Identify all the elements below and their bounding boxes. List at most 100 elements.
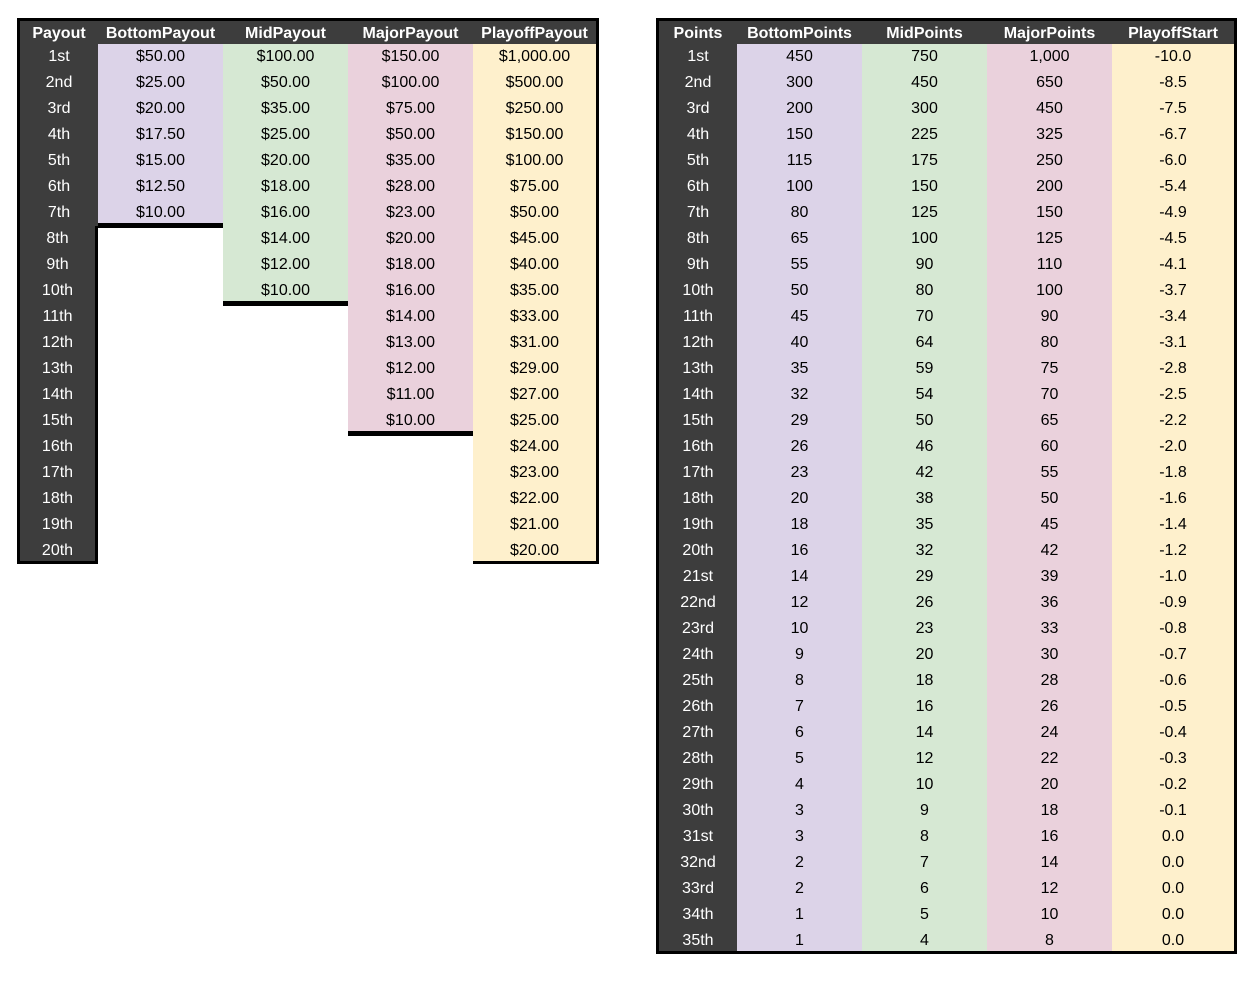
playoff-cell: -3.7 xyxy=(1112,278,1237,304)
bottom-cell xyxy=(98,538,223,564)
major-cell: 20 xyxy=(987,772,1112,798)
major-cell: $28.00 xyxy=(348,174,473,200)
header-row: Payout BottomPayout MidPayout MajorPayout Pl… xyxy=(17,18,599,44)
playoff-cell: 0.0 xyxy=(1112,876,1237,902)
mid-cell: 42 xyxy=(862,460,987,486)
table-row: 4th $17.50 $25.00 $50.00 $150.00 xyxy=(17,122,599,148)
major-cell: 65 xyxy=(987,408,1112,434)
playoff-cell: $100.00 xyxy=(473,148,599,174)
table-row: 22nd 12 26 36 -0.9 xyxy=(656,590,1237,616)
bottom-cell: 14 xyxy=(737,564,862,590)
mid-cell: 35 xyxy=(862,512,987,538)
mid-cell xyxy=(223,330,348,356)
playoff-cell: $40.00 xyxy=(473,252,599,278)
mid-cell: 90 xyxy=(862,252,987,278)
table-row: 12th $13.00 $31.00 xyxy=(17,330,599,356)
table-row: 9th $12.00 $18.00 $40.00 xyxy=(17,252,599,278)
rank-cell: 16th xyxy=(656,434,737,460)
playoff-cell: -2.0 xyxy=(1112,434,1237,460)
mid-cell: 4 xyxy=(862,928,987,954)
major-cell: 10 xyxy=(987,902,1112,928)
major-cell: 250 xyxy=(987,148,1112,174)
rank-cell: 8th xyxy=(656,226,737,252)
playoff-cell: -0.6 xyxy=(1112,668,1237,694)
major-cell: 30 xyxy=(987,642,1112,668)
major-cell: 100 xyxy=(987,278,1112,304)
rank-cell: 8th xyxy=(17,226,98,252)
table-row: 35th 1 4 8 0.0 xyxy=(656,928,1237,954)
mid-cell: 70 xyxy=(862,304,987,330)
bottom-cell: $15.00 xyxy=(98,148,223,174)
mid-cell: 750 xyxy=(862,44,987,70)
mid-cell: 6 xyxy=(862,876,987,902)
table-row: 2nd $25.00 $50.00 $100.00 $500.00 xyxy=(17,70,599,96)
playoff-cell: -3.4 xyxy=(1112,304,1237,330)
major-cell xyxy=(348,434,473,460)
table-row: 12th 40 64 80 -3.1 xyxy=(656,330,1237,356)
table-row: 17th $23.00 xyxy=(17,460,599,486)
table-row: 27th 6 14 24 -0.4 xyxy=(656,720,1237,746)
mid-cell xyxy=(223,382,348,408)
playoff-cell: -4.1 xyxy=(1112,252,1237,278)
playoff-cell: -7.5 xyxy=(1112,96,1237,122)
playoff-cell: -1.6 xyxy=(1112,486,1237,512)
rank-cell: 14th xyxy=(656,382,737,408)
rank-cell: 30th xyxy=(656,798,737,824)
major-cell: 33 xyxy=(987,616,1112,642)
playoff-cell: 0.0 xyxy=(1112,824,1237,850)
major-cell: $35.00 xyxy=(348,148,473,174)
mid-cell: 8 xyxy=(862,824,987,850)
rank-cell: 10th xyxy=(17,278,98,304)
major-cell: 8 xyxy=(987,928,1112,954)
rank-cell: 15th xyxy=(656,408,737,434)
bottom-cell xyxy=(98,434,223,460)
bottom-cell: 1 xyxy=(737,902,862,928)
rank-cell: 12th xyxy=(656,330,737,356)
bottom-cell: 3 xyxy=(737,798,862,824)
mid-cell: 32 xyxy=(862,538,987,564)
table-row: 9th 55 90 110 -4.1 xyxy=(656,252,1237,278)
mid-cell: 26 xyxy=(862,590,987,616)
table-row: 25th 8 18 28 -0.6 xyxy=(656,668,1237,694)
bottom-cell: 200 xyxy=(737,96,862,122)
table-row: 13th $12.00 $29.00 xyxy=(17,356,599,382)
rank-cell: 22nd xyxy=(656,590,737,616)
table-row: 4th 150 225 325 -6.7 xyxy=(656,122,1237,148)
rank-cell: 4th xyxy=(656,122,737,148)
rank-cell: 18th xyxy=(656,486,737,512)
mid-cell: 46 xyxy=(862,434,987,460)
table-row: 1st 450 750 1,000 -10.0 xyxy=(656,44,1237,70)
rank-cell: 6th xyxy=(17,174,98,200)
major-cell: 45 xyxy=(987,512,1112,538)
bottom-cell: 7 xyxy=(737,694,862,720)
major-cell: 1,000 xyxy=(987,44,1112,70)
rank-cell: 23rd xyxy=(656,616,737,642)
mid-cell: 150 xyxy=(862,174,987,200)
table-row: 11th 45 70 90 -3.4 xyxy=(656,304,1237,330)
bottom-cell xyxy=(98,278,223,304)
bottom-cell: 5 xyxy=(737,746,862,772)
major-cell: 200 xyxy=(987,174,1112,200)
major-cell: $18.00 xyxy=(348,252,473,278)
bottom-cell xyxy=(98,408,223,434)
table-row: 7th $10.00 $16.00 $23.00 $50.00 xyxy=(17,200,599,226)
playoff-cell: $250.00 xyxy=(473,96,599,122)
playoff-cell: $21.00 xyxy=(473,512,599,538)
bottom-cell: $12.50 xyxy=(98,174,223,200)
rank-cell: 31st xyxy=(656,824,737,850)
major-cell: $50.00 xyxy=(348,122,473,148)
major-cell: $100.00 xyxy=(348,70,473,96)
playoff-cell: -1.8 xyxy=(1112,460,1237,486)
bottom-cell: 4 xyxy=(737,772,862,798)
bottom-cell xyxy=(98,486,223,512)
bottom-cell: $10.00 xyxy=(98,200,223,226)
bottom-cell: 26 xyxy=(737,434,862,460)
table-row: 28th 5 12 22 -0.3 xyxy=(656,746,1237,772)
playoff-cell: -1.0 xyxy=(1112,564,1237,590)
bottom-cell: 23 xyxy=(737,460,862,486)
playoff-cell: -0.4 xyxy=(1112,720,1237,746)
playoff-cell: $23.00 xyxy=(473,460,599,486)
playoff-cell: $22.00 xyxy=(473,486,599,512)
major-cell: 650 xyxy=(987,70,1112,96)
major-cell: 50 xyxy=(987,486,1112,512)
